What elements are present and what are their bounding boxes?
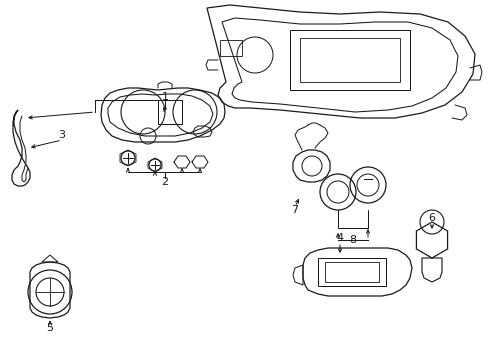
Bar [220,40,242,56]
Text: 7: 7 [291,205,298,215]
Bar [325,262,378,282]
Text: 3: 3 [59,130,65,140]
Bar [289,30,409,90]
Text: 2: 2 [161,177,168,187]
Text: 5: 5 [46,323,53,333]
Text: 4: 4 [336,233,343,243]
Bar [158,100,182,124]
Text: 8: 8 [349,235,356,245]
Text: 1: 1 [161,92,168,102]
Text: 6: 6 [427,213,435,223]
Bar [299,38,399,82]
Bar [317,258,385,286]
